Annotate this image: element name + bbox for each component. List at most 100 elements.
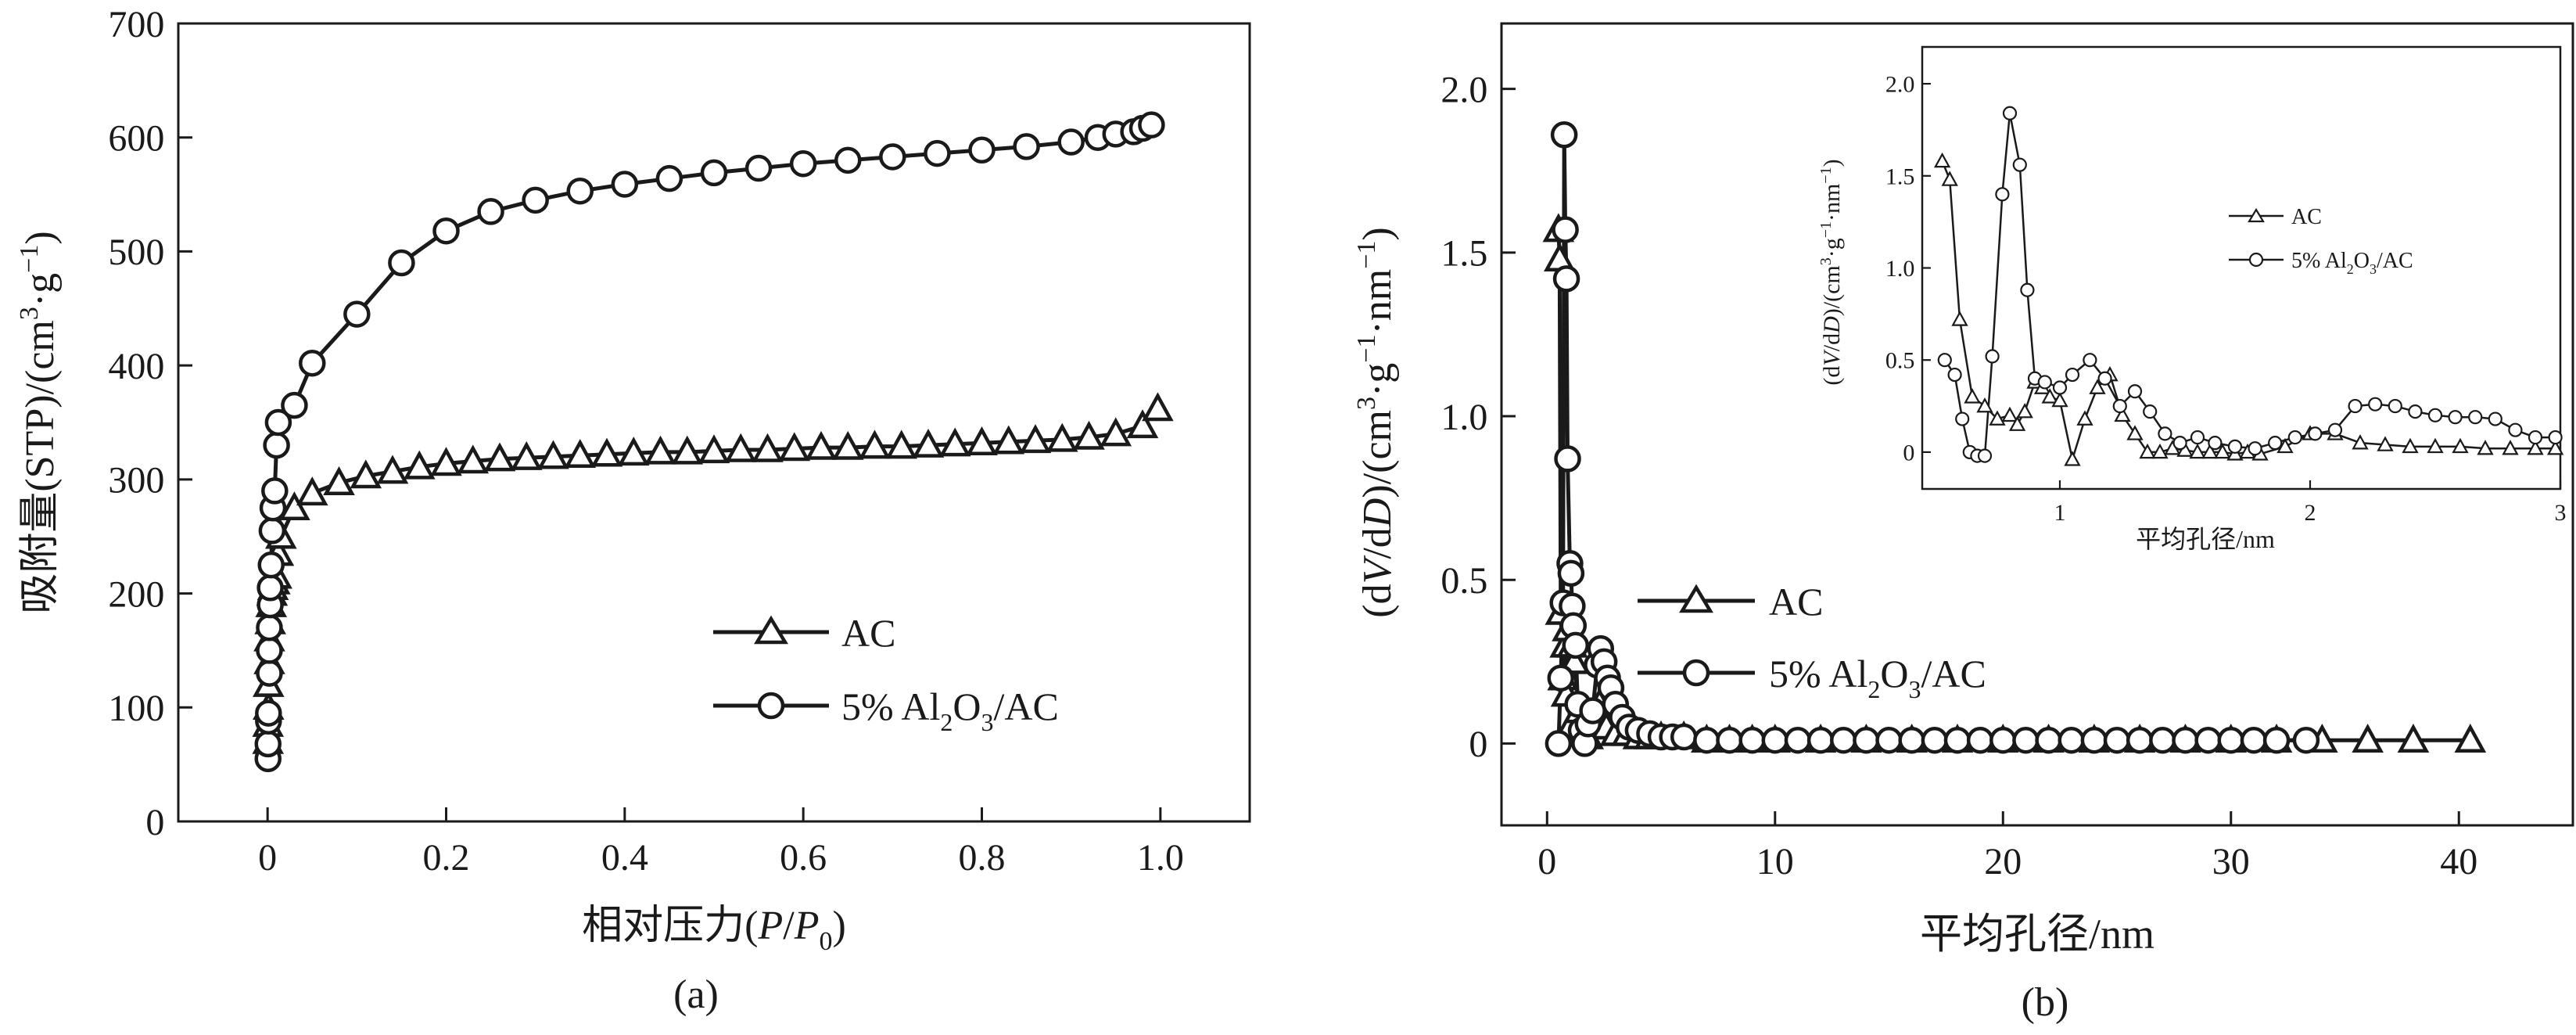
data-point-ac bbox=[831, 430, 864, 460]
panel-b-inset-ticks bbox=[1922, 82, 2562, 489]
data-point-al2o3-ac bbox=[2508, 422, 2523, 437]
data-point-ac bbox=[2352, 434, 2369, 450]
data-point-al2o3-ac bbox=[1693, 726, 1720, 754]
data-point-al2o3-ac bbox=[432, 217, 460, 245]
data-point-al2o3-ac bbox=[2052, 380, 2068, 395]
data-point-al2o3-ac bbox=[2126, 726, 2154, 754]
y-tick-label: 0.5 bbox=[1440, 560, 1487, 602]
data-point-ac bbox=[1100, 417, 1132, 447]
data-point-ac bbox=[2276, 437, 2294, 454]
data-point-al2o3-ac bbox=[1716, 726, 1743, 754]
data-point-al2o3-ac bbox=[1989, 726, 2017, 754]
data-point-al2o3-ac bbox=[2287, 429, 2302, 445]
data-point-ac bbox=[724, 433, 757, 462]
data-point-ac bbox=[1989, 410, 2006, 426]
data-point-al2o3-ac bbox=[263, 431, 290, 459]
y-tick-label: 500 bbox=[108, 232, 164, 273]
data-point-ac bbox=[2016, 403, 2033, 419]
data-point-ac bbox=[323, 466, 355, 495]
data-point-al2o3-ac bbox=[1550, 120, 1578, 149]
data-point-ac bbox=[912, 428, 945, 458]
panel-b-legend-ac-marker bbox=[1679, 584, 1713, 613]
data-point-al2o3-ac bbox=[2348, 398, 2363, 414]
data-point-al2o3-ac bbox=[257, 574, 284, 602]
data-point-al2o3-ac bbox=[2308, 426, 2323, 441]
y-tick-label: 600 bbox=[108, 118, 164, 160]
data-point-al2o3-ac bbox=[264, 408, 292, 437]
panel-a-tick-labels: 0 0.2 0.4 0.6 0.8 1.0 0 100 200 300 400 500 600 700 bbox=[108, 4, 1183, 879]
data-point-ac bbox=[2064, 451, 2081, 466]
x-tick-label: 20 bbox=[1984, 841, 2022, 882]
panel-b-legend-ac-text: AC bbox=[1769, 580, 1823, 624]
data-point-ac bbox=[2201, 443, 2219, 459]
data-point-al2o3-ac bbox=[1955, 411, 1970, 426]
data-point-ac bbox=[1976, 397, 1993, 413]
data-point-ac bbox=[2089, 379, 2106, 394]
data-point-al2o3-ac bbox=[1547, 664, 1575, 692]
data-point-al2o3-ac bbox=[1138, 111, 1165, 138]
data-point-ac bbox=[2397, 724, 2430, 753]
panel-b-inset-legend-al-text: 5% Al2O3/AC bbox=[2291, 249, 2413, 277]
data-point-al2o3-ac bbox=[388, 249, 415, 277]
data-point-ac bbox=[2402, 437, 2419, 454]
panel-a-ticks bbox=[178, 22, 1162, 823]
x-tick-label: 30 bbox=[2212, 841, 2250, 882]
panel-a-legend-al-text: 5% Al2O3/AC bbox=[841, 685, 1059, 736]
data-point-al2o3-ac bbox=[1057, 128, 1085, 156]
data-point-al2o3-ac bbox=[257, 551, 285, 579]
data-point-ac bbox=[2114, 406, 2131, 422]
panel-a-label: (a) bbox=[673, 972, 719, 1017]
data-point-ac bbox=[938, 427, 971, 457]
data-point-al2o3-ac bbox=[2468, 410, 2483, 425]
data-point-al2o3-ac bbox=[258, 517, 286, 544]
data-point-al2o3-ac bbox=[2143, 404, 2158, 419]
data-point-al2o3-ac bbox=[789, 149, 817, 178]
data-point-al2o3-ac bbox=[1579, 697, 1606, 724]
data-point-al2o3-ac bbox=[1966, 726, 1994, 754]
y-tick-label: 0 bbox=[1469, 724, 1487, 765]
x-tick-label: 2 bbox=[2305, 500, 2316, 526]
panel-b-inset-series-markers bbox=[1933, 106, 2564, 466]
data-point-al2o3-ac bbox=[566, 177, 594, 205]
data-point-al2o3-ac bbox=[2020, 282, 2035, 297]
panel-b-x-axis-label: 平均孔径/nm bbox=[1920, 911, 2154, 958]
data-point-ac bbox=[537, 440, 569, 469]
panel-a-legend: AC 5% Al2O3/AC bbox=[713, 611, 1059, 736]
x-tick-label: 1 bbox=[2054, 500, 2066, 526]
data-point-al2o3-ac bbox=[2172, 436, 2187, 451]
panel-b-legend: AC 5% Al2O3/AC bbox=[1638, 580, 1986, 703]
panel-a-legend-al-marker bbox=[757, 692, 785, 720]
data-point-ac bbox=[510, 441, 543, 470]
data-point-al2o3-ac bbox=[2012, 157, 2027, 172]
data-point-al2o3-ac bbox=[2058, 726, 2085, 754]
y-tick-label: 2.0 bbox=[1885, 72, 1915, 98]
data-point-ac bbox=[805, 430, 838, 460]
x-tick-label: 0.2 bbox=[423, 837, 470, 879]
data-point-ac bbox=[2139, 443, 2156, 459]
x-tick-label: 0.4 bbox=[601, 837, 648, 879]
panel-a-chart: 0 0.2 0.4 0.6 0.8 1.0 0 100 200 300 400 500 600 700 吸… bbox=[15, 4, 1251, 1017]
data-point-al2o3-ac bbox=[1013, 133, 1040, 160]
data-point-al2o3-ac bbox=[744, 154, 773, 182]
data-point-ac bbox=[966, 426, 998, 455]
data-point-al2o3-ac bbox=[2208, 436, 2223, 451]
data-point-al2o3-ac bbox=[924, 139, 951, 167]
data-point-ac bbox=[2189, 443, 2206, 459]
data-point-al2o3-ac bbox=[477, 198, 504, 225]
data-point-al2o3-ac bbox=[1995, 187, 2010, 202]
data-point-ac bbox=[1073, 420, 1105, 450]
data-point-al2o3-ac bbox=[1943, 726, 1971, 754]
data-point-al2o3-ac bbox=[2262, 726, 2291, 754]
data-point-al2o3-ac bbox=[2388, 398, 2402, 414]
x-tick-label: 0.8 bbox=[959, 837, 1006, 879]
panel-b-label: (b) bbox=[2022, 980, 2069, 1025]
data-point-al2o3-ac bbox=[1552, 216, 1579, 243]
data-point-ac bbox=[1558, 645, 1591, 674]
panel-b-y-axis-label: (dV/dD)/(cm3·g−1·nm−1) bbox=[1352, 227, 1400, 618]
panel-a-x-axis-label: 相对压力(P/P0) bbox=[582, 904, 846, 956]
y-tick-label: 0 bbox=[145, 802, 164, 843]
data-point-al2o3-ac bbox=[2012, 726, 2040, 754]
data-point-al2o3-ac bbox=[256, 614, 283, 641]
data-point-ac bbox=[1142, 392, 1174, 422]
data-point-ac bbox=[403, 450, 436, 480]
